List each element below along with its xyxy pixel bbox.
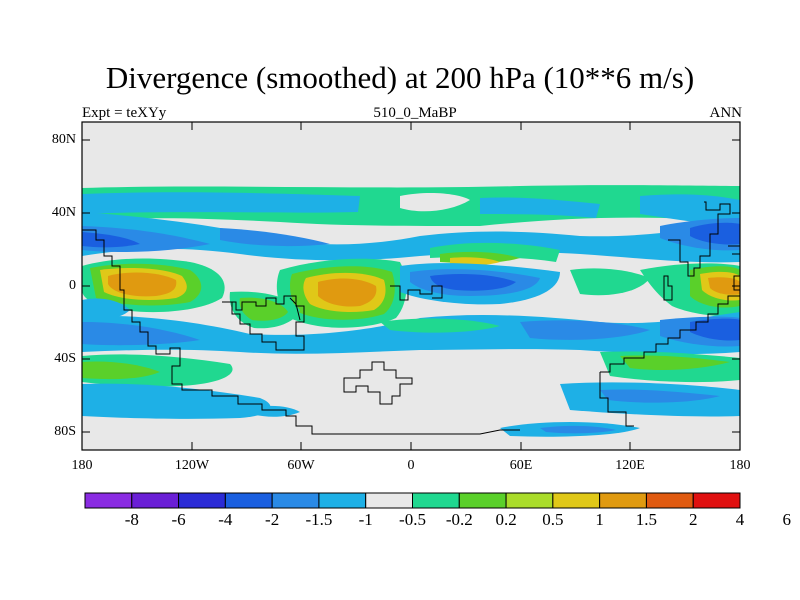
colorbar-swatch xyxy=(224,492,273,509)
colorbar xyxy=(84,492,741,509)
continent-outlines xyxy=(82,201,740,435)
colorbar-swatch xyxy=(318,492,367,509)
lat-label-80s: 80S xyxy=(54,424,76,439)
colorbar-swatch xyxy=(365,492,414,509)
lon-label-180e: 180 xyxy=(729,458,751,473)
lon-label-120e: 120E xyxy=(615,458,645,473)
colorbar-label: 0.2 xyxy=(495,510,517,529)
lat-label-40s: 40S xyxy=(54,351,76,366)
colorbar-label: 0.5 xyxy=(542,510,564,529)
plot-title: Divergence (smoothed) at 200 hPa (10**6 … xyxy=(105,60,695,95)
colorbar-label: -0.5 xyxy=(399,510,426,529)
colorbar-label: 1 xyxy=(595,510,604,529)
time-label: 510_0_MaBP xyxy=(373,105,457,121)
lon-label-180w: 180 xyxy=(71,458,93,473)
colorbar-label: -6 xyxy=(171,510,186,529)
experiment-label: Expt = teXYy xyxy=(82,105,167,121)
lat-label-0: 0 xyxy=(69,278,76,293)
colorbar-swatch xyxy=(131,492,180,509)
colorbar-label: 1.5 xyxy=(635,510,658,529)
lat-label-40n: 40N xyxy=(51,205,76,220)
colorbar-swatch xyxy=(458,492,507,509)
colorbar-label: 2 xyxy=(688,510,698,529)
lon-label-120w: 120W xyxy=(174,458,210,473)
colorbar-label: -4 xyxy=(218,510,233,529)
colorbar-swatch xyxy=(599,492,647,509)
colorbar-swatch xyxy=(178,492,226,509)
axis-ticks xyxy=(81,122,741,450)
colorbar-label: -8 xyxy=(124,510,139,529)
colorbar-label: 6 xyxy=(782,510,792,529)
colorbar-label: -0.2 xyxy=(445,510,473,529)
colorbar-swatch xyxy=(505,492,554,509)
colorbar-swatch xyxy=(271,492,320,509)
colorbar-label: -1.5 xyxy=(305,510,333,529)
colorbar-label: -2 xyxy=(265,510,280,529)
lat-label-80n: 80N xyxy=(51,132,76,147)
lon-label-0: 0 xyxy=(407,458,415,473)
colorbar-swatch xyxy=(645,492,694,509)
lon-label-60e: 60E xyxy=(509,458,533,473)
colorbar-label: -1 xyxy=(358,510,373,529)
colorbar-label: 4 xyxy=(735,510,745,529)
lon-label-60w: 60W xyxy=(287,458,315,473)
colorbar-swatch xyxy=(692,492,741,509)
season-label: ANN xyxy=(709,105,743,121)
contour-fill xyxy=(82,122,740,450)
colorbar-swatch xyxy=(84,492,133,509)
colorbar-swatch xyxy=(412,492,460,509)
colorbar-swatch xyxy=(552,492,601,509)
